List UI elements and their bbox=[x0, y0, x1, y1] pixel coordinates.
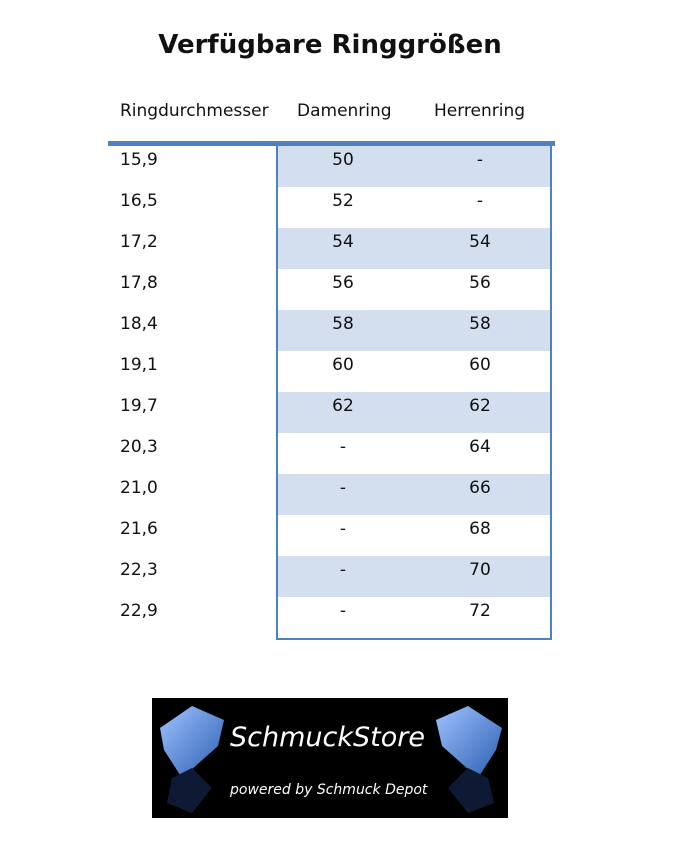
row-stripe bbox=[278, 146, 550, 187]
page-title: Verfügbare Ringgrößen bbox=[158, 30, 502, 60]
cell-herrenring: 58 bbox=[469, 314, 491, 334]
cell-damenring: 50 bbox=[332, 150, 354, 170]
table-row: 16,5 52 - bbox=[0, 187, 689, 228]
cell-herrenring: 56 bbox=[469, 273, 491, 293]
cell-diameter: 21,0 bbox=[120, 478, 158, 498]
cell-damenring: 60 bbox=[332, 355, 354, 375]
cell-damenring: 56 bbox=[332, 273, 354, 293]
cell-herrenring: 72 bbox=[469, 601, 491, 621]
cell-diameter: 19,7 bbox=[120, 396, 158, 416]
cell-damenring: - bbox=[339, 519, 347, 539]
cell-herrenring: - bbox=[476, 191, 484, 211]
cell-diameter: 16,5 bbox=[120, 191, 158, 211]
cell-diameter: 17,2 bbox=[120, 232, 158, 252]
row-stripe bbox=[278, 474, 550, 515]
cell-diameter: 15,9 bbox=[120, 150, 158, 170]
cell-diameter: 17,8 bbox=[120, 273, 158, 293]
cell-damenring: 62 bbox=[332, 396, 354, 416]
cell-herrenring: 66 bbox=[469, 478, 491, 498]
cell-herrenring: 70 bbox=[469, 560, 491, 580]
cell-damenring: - bbox=[339, 478, 347, 498]
header-ringdurchmesser: Ringdurchmesser bbox=[120, 101, 269, 121]
cell-diameter: 19,1 bbox=[120, 355, 158, 375]
cell-damenring: 54 bbox=[332, 232, 354, 252]
table-row: 19,7 62 62 bbox=[0, 392, 689, 433]
schmuckstore-logo: SchmuckStore powered by Schmuck Depot bbox=[152, 698, 508, 818]
cell-herrenring: 60 bbox=[469, 355, 491, 375]
logo-name: SchmuckStore bbox=[230, 722, 425, 753]
table-border bbox=[276, 146, 552, 640]
cell-damenring: - bbox=[339, 601, 347, 621]
table-row: 15,9 50 - bbox=[0, 146, 689, 187]
cell-diameter: 22,9 bbox=[120, 601, 158, 621]
cell-damenring: - bbox=[339, 560, 347, 580]
table-row: 18,4 58 58 bbox=[0, 310, 689, 351]
header-damenring: Damenring bbox=[297, 101, 392, 121]
cell-diameter: 22,3 bbox=[120, 560, 158, 580]
table-row: 19,1 60 60 bbox=[0, 351, 689, 392]
table-row: 17,8 56 56 bbox=[0, 269, 689, 310]
table-row: 21,6 - 68 bbox=[0, 515, 689, 556]
cell-damenring: 52 bbox=[332, 191, 354, 211]
row-stripe bbox=[278, 556, 550, 597]
row-stripe bbox=[278, 392, 550, 433]
cell-herrenring: 62 bbox=[469, 396, 491, 416]
table-row: 22,3 - 70 bbox=[0, 556, 689, 597]
table-row: 22,9 - 72 bbox=[0, 597, 689, 638]
cell-diameter: 20,3 bbox=[120, 437, 158, 457]
header-herrenring: Herrenring bbox=[434, 101, 526, 121]
diamond-icon bbox=[160, 706, 502, 813]
cell-damenring: - bbox=[339, 437, 347, 457]
cell-herrenring: 64 bbox=[469, 437, 491, 457]
cell-herrenring: - bbox=[476, 150, 484, 170]
table-row: 21,0 - 66 bbox=[0, 474, 689, 515]
cell-herrenring: 68 bbox=[469, 519, 491, 539]
table-row: 20,3 - 64 bbox=[0, 433, 689, 474]
cell-herrenring: 54 bbox=[469, 232, 491, 252]
header-rule bbox=[108, 141, 555, 146]
logo-tagline: powered by Schmuck Depot bbox=[230, 782, 428, 798]
cell-damenring: 58 bbox=[332, 314, 354, 334]
cell-diameter: 18,4 bbox=[120, 314, 158, 334]
row-stripe bbox=[278, 228, 550, 269]
cell-diameter: 21,6 bbox=[120, 519, 158, 539]
row-stripe bbox=[278, 310, 550, 351]
table-row: 17,2 54 54 bbox=[0, 228, 689, 269]
